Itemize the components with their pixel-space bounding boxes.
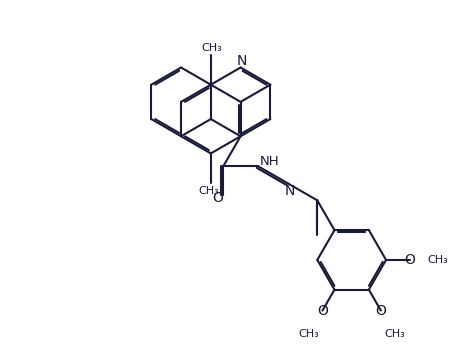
Text: N: N	[285, 184, 296, 198]
Text: O: O	[212, 191, 223, 205]
Text: O: O	[375, 304, 387, 317]
Text: CH₃: CH₃	[427, 255, 448, 265]
Text: O: O	[317, 304, 328, 317]
Text: O: O	[405, 253, 415, 267]
Text: CH₃: CH₃	[201, 43, 222, 53]
Text: N: N	[237, 54, 248, 68]
Text: CH₃: CH₃	[384, 329, 405, 339]
Text: CH₃: CH₃	[199, 186, 220, 196]
Text: CH₃: CH₃	[298, 329, 319, 339]
Text: NH: NH	[260, 155, 279, 168]
